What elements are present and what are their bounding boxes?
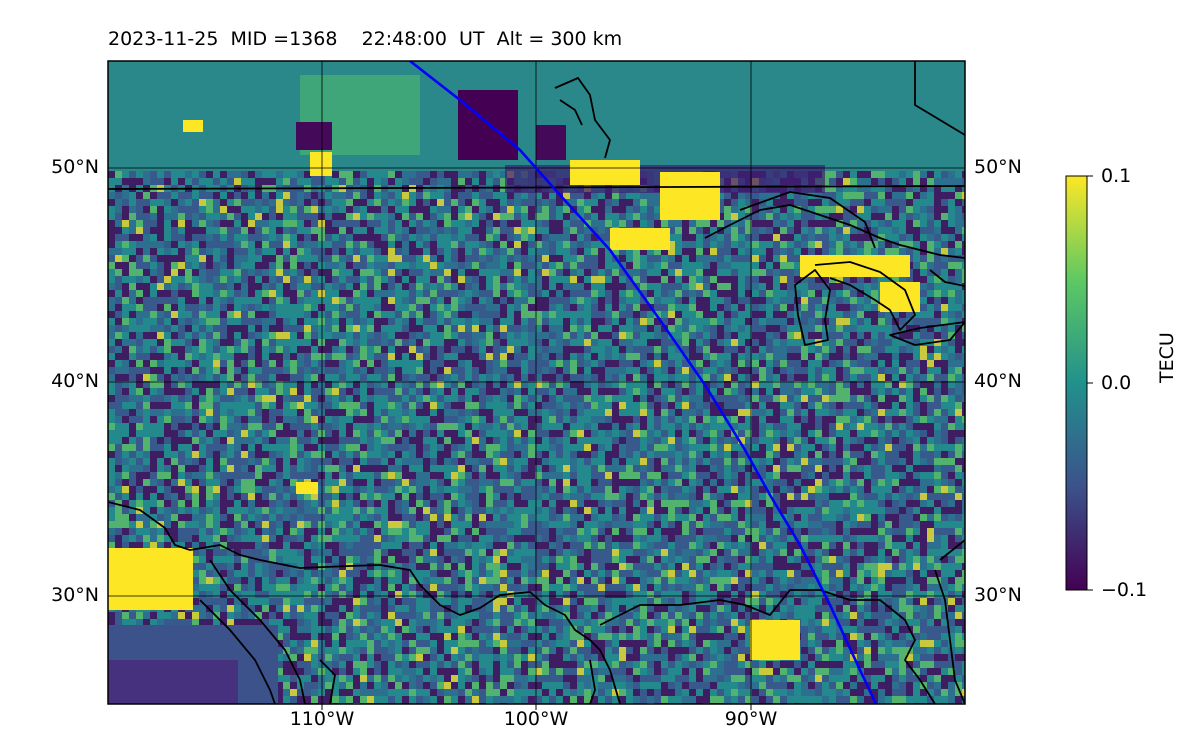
hudson-bay-coast <box>554 77 611 159</box>
baja-coast <box>209 559 306 704</box>
tec-features <box>108 61 965 704</box>
colorbar-tick-max: 0.1 <box>1101 165 1132 187</box>
colorbar-tick-min: −0.1 <box>1101 579 1148 601</box>
coastlines <box>108 61 965 704</box>
colorbar-ticks <box>1087 175 1093 591</box>
gulf-coast <box>599 589 936 704</box>
lat-label-right-30: 30°N <box>974 584 1022 606</box>
satellite-track <box>409 61 878 704</box>
tick-marks <box>321 704 752 710</box>
lat-label-left-40: 40°N <box>51 370 99 392</box>
lon-label-90w: 90°W <box>724 708 778 730</box>
lon-label-110w: 110°W <box>289 708 355 730</box>
lat-label-left-50: 50°N <box>51 156 99 178</box>
lat-label-right-40: 40°N <box>974 370 1022 392</box>
lat-label-right-50: 50°N <box>974 156 1022 178</box>
colorbar-label: TECU <box>1156 332 1178 383</box>
map-title: 2023-11-25 MID =1368 22:48:00 UT Alt = 3… <box>108 28 623 50</box>
us-canada-border <box>108 185 965 190</box>
tec-heatmap <box>108 171 965 704</box>
us-mexico-border <box>108 501 621 704</box>
colorbar <box>1065 175 1088 591</box>
lake-erie <box>889 321 965 346</box>
colorbar-tick-zero: 0.0 <box>1101 372 1132 394</box>
lake-michigan <box>794 269 831 346</box>
lon-label-100w: 100°W <box>503 708 569 730</box>
labrador-coast <box>914 61 965 136</box>
lat-label-left-30: 30°N <box>51 584 99 606</box>
